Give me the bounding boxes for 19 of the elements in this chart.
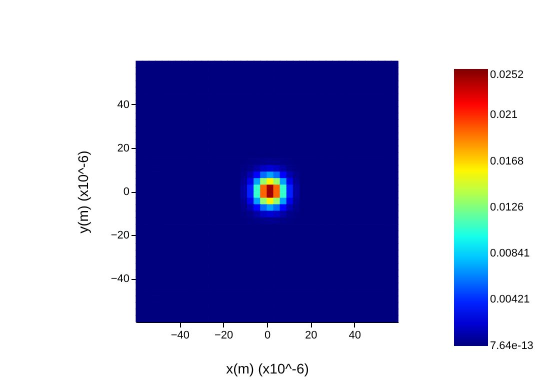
color-bar-label: 0.00421	[490, 294, 530, 306]
x-axis-title: x(m) (x10^-6)	[226, 360, 309, 376]
y-tick-label: 0	[123, 186, 130, 198]
y-tick-label: 20	[117, 142, 130, 154]
y-axis-title: y(m) (x10^-6)	[74, 150, 91, 234]
color-bar-label: 0.0126	[490, 202, 524, 214]
y-tick-label: −20	[110, 230, 130, 242]
x-tick-label: −20	[214, 330, 234, 342]
y-tick-label: −40	[110, 273, 130, 285]
color-bar-label: 0.0252	[490, 69, 524, 81]
x-tick-label: −40	[170, 330, 190, 342]
x-tick-label: 40	[348, 330, 361, 342]
color-bar-label: 0.021	[490, 109, 518, 122]
y-tick-label: 40	[117, 99, 130, 111]
color-bar-label: 0.0168	[490, 155, 524, 168]
x-tick-label: 0	[264, 330, 271, 342]
color-bar-label: 7.64e-13	[490, 340, 534, 352]
x-tick-label: 20	[305, 330, 318, 342]
color-bar-label: 0.00841	[490, 248, 530, 260]
